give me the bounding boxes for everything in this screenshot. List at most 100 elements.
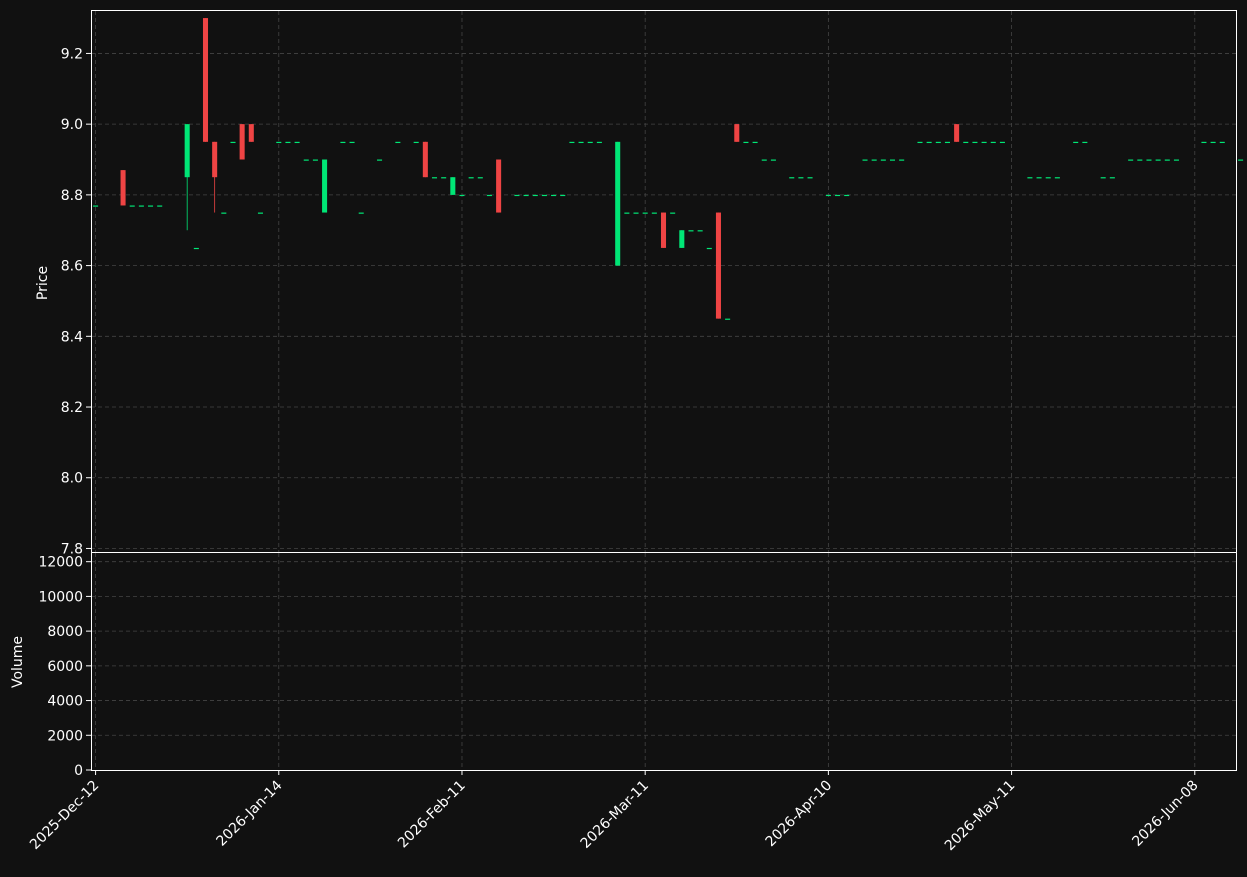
candle-up: [358, 212, 364, 214]
candle-up: [743, 141, 749, 144]
candle-up: [450, 177, 456, 195]
price-tick-label: 8.4: [61, 329, 83, 345]
candle-up: [862, 159, 868, 161]
candle-down: [660, 212, 667, 248]
candle-up: [844, 194, 850, 197]
candle-up: [1045, 177, 1051, 179]
candle-up: [587, 141, 593, 144]
candle-up: [294, 141, 300, 144]
candle-up: [184, 124, 190, 178]
price-tick-label: 8.2: [61, 400, 83, 416]
candle-up: [633, 212, 639, 214]
candle-up: [1173, 159, 1179, 161]
candle-up: [413, 141, 419, 144]
candle-up: [990, 141, 996, 144]
candle-up: [523, 194, 529, 197]
candle-up: [917, 141, 923, 144]
candle-up: [340, 141, 346, 144]
candle-up: [935, 141, 941, 144]
candle-down: [248, 124, 254, 142]
candle-up: [441, 177, 447, 179]
candle-up: [1109, 177, 1115, 179]
price-y-axis: 7.8 8.0 8.2 8.4 8.6 8.8 9.0 9.2: [61, 46, 91, 557]
candle-up: [395, 141, 401, 144]
candle-up: [1219, 141, 1225, 144]
candle-up: [349, 141, 355, 144]
candle-up: [880, 159, 886, 161]
candle-up: [697, 230, 703, 232]
candle-up: [899, 159, 905, 161]
volume-tick-label: 2000: [47, 728, 83, 744]
candle-up: [789, 177, 795, 179]
candle-up: [642, 212, 648, 214]
candle-up: [999, 141, 1005, 144]
candle-up: [670, 212, 676, 214]
volume-tick-label: 12000: [38, 555, 83, 571]
candle-up: [835, 194, 841, 197]
candle-up: [807, 177, 813, 179]
candle-up: [322, 159, 328, 213]
candle-up: [770, 159, 776, 161]
candle-down: [120, 170, 126, 206]
candles: [93, 18, 1244, 320]
candle-up: [706, 247, 712, 250]
candle-up: [1164, 159, 1170, 161]
candle-up: [1155, 159, 1161, 161]
candle-up: [651, 212, 657, 214]
candle-up: [551, 194, 557, 197]
volume-tick-label: 0: [74, 763, 83, 779]
candle-up: [1054, 177, 1060, 179]
candle-up: [679, 230, 685, 248]
volume-tick-label: 8000: [47, 624, 83, 640]
candle-up: [1201, 141, 1207, 144]
price-gridlines: [91, 11, 1236, 552]
candle-up: [377, 159, 383, 161]
candle-up: [257, 212, 263, 214]
candle-up: [1100, 177, 1106, 179]
candle-down: [496, 159, 502, 213]
candle-up: [798, 177, 804, 179]
candle-up: [541, 194, 547, 197]
price-axis-label: Price: [35, 266, 51, 300]
price-tick-label: 8.6: [61, 259, 83, 275]
price-tick-label: 9.0: [61, 117, 83, 133]
candle-up: [312, 159, 318, 161]
volume-gridlines: [91, 553, 1236, 770]
candle-up: [431, 177, 438, 179]
volume-panel-frame: [91, 552, 1237, 771]
volume-tick-label: 4000: [47, 694, 83, 710]
candle-up: [981, 141, 987, 144]
candle-up: [972, 141, 978, 144]
candle-up: [761, 159, 767, 161]
price-tick-label: 7.8: [61, 541, 83, 557]
candle-up: [1210, 141, 1216, 144]
candle-down: [239, 124, 245, 160]
volume-axis-label: Volume: [10, 636, 26, 688]
volume-tick-label: 6000: [47, 659, 83, 675]
candle-up: [560, 194, 566, 197]
candle-up: [532, 194, 538, 197]
volume-tick-label: 10000: [38, 589, 83, 605]
candle-up: [93, 205, 99, 207]
candle-up: [926, 141, 932, 144]
volume-y-axis: 0 2000 4000 6000 8000 10000 12000: [38, 555, 91, 779]
candle-up: [963, 141, 969, 144]
candle-up: [303, 159, 309, 161]
candle-up: [1036, 177, 1042, 179]
candle-up: [1238, 159, 1244, 161]
candle-up: [889, 159, 896, 161]
candle-up: [193, 247, 199, 250]
candle-up: [221, 212, 227, 214]
candle-down: [734, 124, 740, 142]
candle-up: [1027, 177, 1033, 179]
candle-up: [615, 141, 621, 266]
candle-up: [725, 318, 731, 320]
candle-up: [514, 194, 520, 197]
candle-up: [578, 141, 584, 144]
candle-up: [596, 141, 602, 144]
candle-up: [276, 141, 282, 144]
candle-up: [138, 205, 144, 207]
